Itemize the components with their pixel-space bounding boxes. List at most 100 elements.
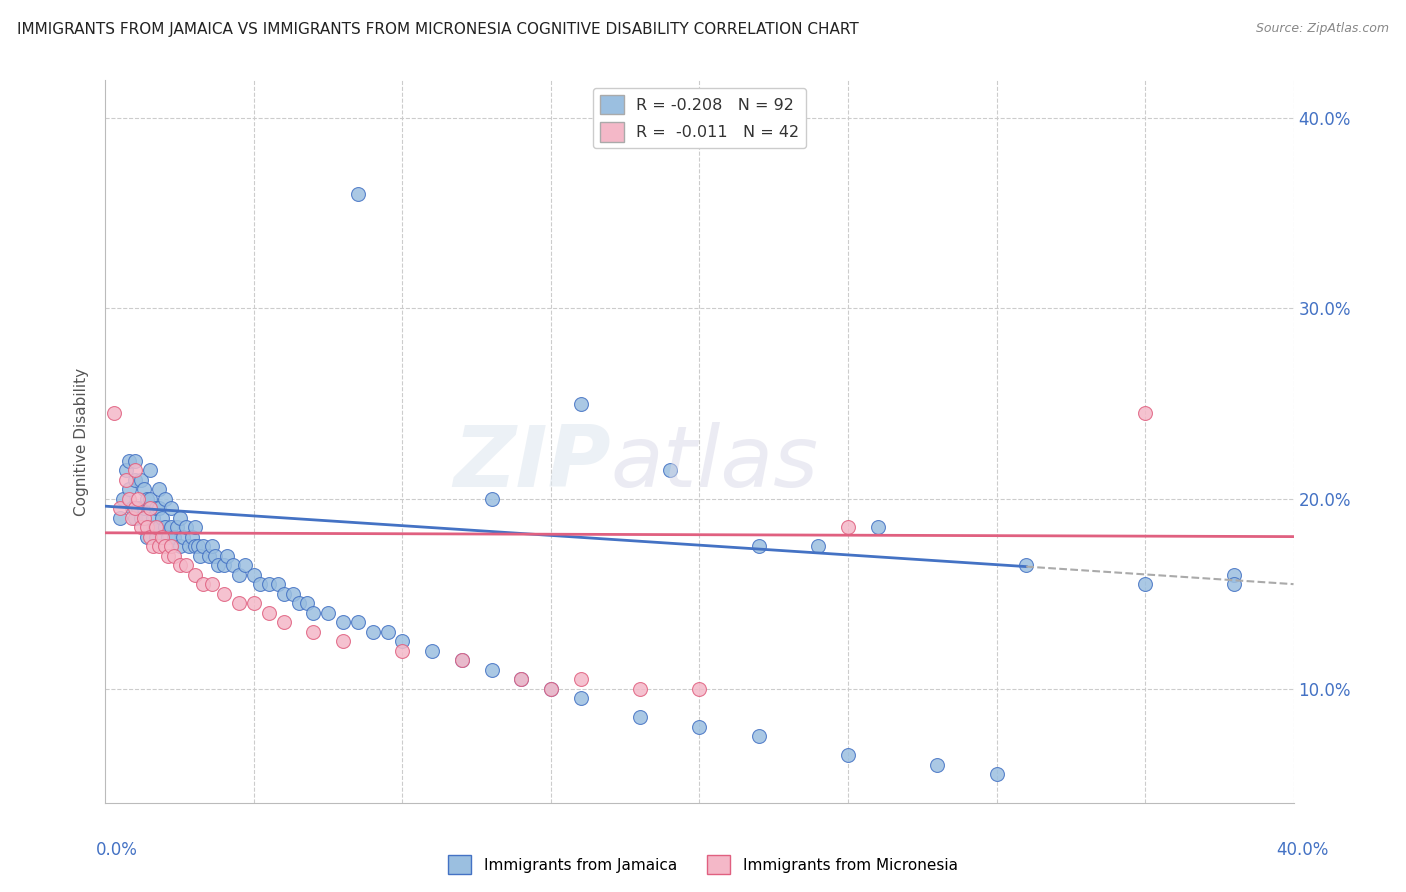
Point bbox=[1015, 558, 1038, 573]
Point bbox=[136, 520, 159, 534]
Point bbox=[628, 710, 651, 724]
Point bbox=[118, 482, 141, 496]
Point bbox=[1133, 406, 1156, 420]
Point bbox=[163, 549, 186, 563]
Point bbox=[156, 549, 179, 563]
Point bbox=[169, 558, 191, 573]
Point bbox=[628, 681, 651, 696]
Point bbox=[190, 549, 212, 563]
Point bbox=[169, 510, 191, 524]
Point bbox=[837, 520, 859, 534]
Point bbox=[115, 473, 138, 487]
Point bbox=[139, 501, 162, 516]
Text: 40.0%: 40.0% bbox=[1277, 840, 1329, 858]
Point bbox=[927, 757, 949, 772]
Point bbox=[391, 643, 413, 657]
Point bbox=[129, 510, 152, 524]
Point bbox=[1223, 577, 1246, 591]
Point bbox=[540, 681, 562, 696]
Point bbox=[110, 501, 132, 516]
Point bbox=[129, 520, 152, 534]
Point bbox=[361, 624, 384, 639]
Point bbox=[281, 587, 304, 601]
Point bbox=[148, 520, 170, 534]
Point bbox=[124, 501, 146, 516]
Point bbox=[124, 510, 146, 524]
Point bbox=[233, 558, 256, 573]
Point bbox=[316, 606, 339, 620]
Text: atlas: atlas bbox=[610, 422, 818, 505]
Text: ZIP: ZIP bbox=[453, 422, 610, 505]
Point bbox=[837, 748, 859, 763]
Point bbox=[153, 491, 176, 506]
Point bbox=[347, 187, 370, 202]
Point bbox=[159, 539, 181, 553]
Point bbox=[228, 596, 250, 610]
Point bbox=[198, 549, 221, 563]
Point bbox=[127, 501, 149, 516]
Point bbox=[207, 558, 229, 573]
Point bbox=[748, 539, 770, 553]
Point bbox=[132, 482, 155, 496]
Point bbox=[217, 549, 239, 563]
Point bbox=[201, 577, 224, 591]
Point bbox=[228, 567, 250, 582]
Point bbox=[148, 501, 170, 516]
Point bbox=[201, 539, 224, 553]
Point bbox=[112, 491, 135, 506]
Point bbox=[420, 643, 443, 657]
Point bbox=[142, 539, 165, 553]
Point bbox=[510, 672, 533, 686]
Point bbox=[302, 624, 325, 639]
Point bbox=[222, 558, 245, 573]
Point bbox=[297, 596, 319, 610]
Point bbox=[124, 453, 146, 467]
Point bbox=[142, 510, 165, 524]
Point bbox=[174, 558, 197, 573]
Point bbox=[148, 482, 170, 496]
Point bbox=[1223, 567, 1246, 582]
Point bbox=[450, 653, 472, 667]
Point bbox=[569, 672, 592, 686]
Legend: Immigrants from Jamaica, Immigrants from Micronesia: Immigrants from Jamaica, Immigrants from… bbox=[443, 849, 963, 880]
Point bbox=[193, 577, 215, 591]
Point bbox=[193, 539, 215, 553]
Point bbox=[267, 577, 290, 591]
Point bbox=[174, 520, 197, 534]
Point bbox=[115, 463, 138, 477]
Point bbox=[183, 539, 205, 553]
Point bbox=[139, 520, 162, 534]
Point bbox=[183, 520, 205, 534]
Point bbox=[243, 596, 266, 610]
Point bbox=[163, 530, 186, 544]
Point bbox=[172, 530, 194, 544]
Point bbox=[166, 520, 188, 534]
Point bbox=[139, 463, 162, 477]
Point bbox=[132, 501, 155, 516]
Point bbox=[450, 653, 472, 667]
Point bbox=[121, 501, 143, 516]
Point bbox=[658, 463, 681, 477]
Point bbox=[569, 691, 592, 706]
Point bbox=[510, 672, 533, 686]
Point bbox=[169, 539, 191, 553]
Point bbox=[142, 520, 165, 534]
Point bbox=[145, 501, 167, 516]
Point bbox=[986, 767, 1008, 781]
Text: Source: ZipAtlas.com: Source: ZipAtlas.com bbox=[1256, 22, 1389, 36]
Point bbox=[257, 577, 280, 591]
Point bbox=[118, 491, 141, 506]
Point bbox=[748, 729, 770, 743]
Point bbox=[214, 587, 236, 601]
Point bbox=[332, 634, 354, 648]
Point bbox=[150, 530, 173, 544]
Point bbox=[103, 406, 125, 420]
Point bbox=[121, 510, 143, 524]
Point bbox=[110, 510, 132, 524]
Point bbox=[148, 539, 170, 553]
Point bbox=[243, 567, 266, 582]
Point bbox=[302, 606, 325, 620]
Point bbox=[145, 530, 167, 544]
Point bbox=[159, 501, 181, 516]
Point bbox=[124, 463, 146, 477]
